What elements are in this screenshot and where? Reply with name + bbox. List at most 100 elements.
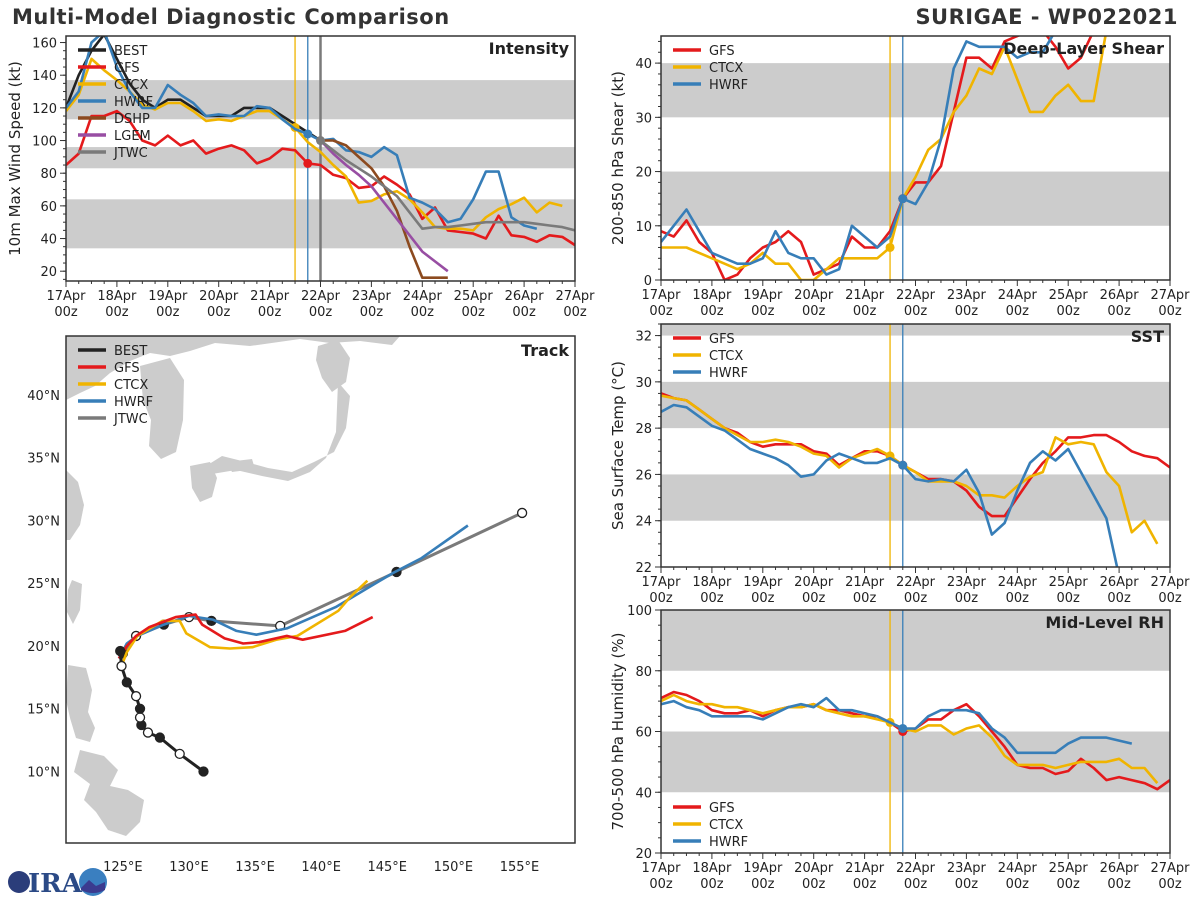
x-tick-label-hour: 00z — [207, 305, 231, 320]
series-line-ctcx — [661, 36, 1107, 280]
y-tick-label: 160 — [32, 37, 57, 52]
lat-tick-label: 30°N — [27, 514, 60, 529]
y-tick-label: 40 — [635, 57, 652, 72]
y-tick-label: 20 — [635, 166, 652, 181]
x-tick-label-day: 27Apr — [1150, 288, 1190, 303]
x-tick-label-hour: 00z — [1107, 877, 1131, 892]
x-tick-label-day: 26Apr — [1100, 575, 1140, 590]
lon-tick-label: 145°E — [367, 860, 407, 875]
y-tick-label: 20 — [40, 265, 57, 280]
x-tick-label-day: 20Apr — [199, 289, 239, 304]
x-tick-label-day: 25Apr — [1049, 861, 1089, 876]
x-tick-label-day: 19Apr — [743, 575, 783, 590]
land-kyushu — [190, 462, 217, 502]
legend-label-ctcx: CTCX — [114, 78, 148, 93]
x-tick-label-day: 17Apr — [641, 861, 681, 876]
x-tick-label-hour: 00z — [904, 591, 928, 606]
x-tick-label-day: 19Apr — [743, 288, 783, 303]
y-tick-label: 24 — [635, 515, 652, 530]
x-tick-label-day: 23Apr — [947, 288, 987, 303]
legend-label-dshp: DSHP — [114, 112, 150, 127]
x-tick-label-hour: 00z — [1057, 591, 1081, 606]
x-tick-label-day: 18Apr — [692, 861, 732, 876]
series-line-hwrf — [661, 36, 1054, 276]
series-line-gfs — [66, 109, 575, 247]
init-marker-hwrf — [303, 129, 313, 139]
legend-label-jtwc: JTWC — [113, 146, 148, 161]
series-line-gfs — [661, 36, 1093, 280]
x-tick-label-hour: 00z — [309, 305, 333, 320]
legend-label-hwrf: HWRF — [114, 395, 153, 410]
series-line-hwrf — [661, 696, 1133, 755]
track-panel-title: Track — [521, 341, 569, 360]
x-tick-label-hour: 00z — [156, 305, 180, 320]
x-tick-label-hour: 00z — [1006, 591, 1030, 606]
x-tick-label-hour: 00z — [258, 305, 282, 320]
x-tick-label-day: 27Apr — [555, 289, 595, 304]
x-tick-label-day: 17Apr — [641, 575, 681, 590]
threshold-band — [661, 171, 1170, 226]
legend-label-gfs: GFS — [709, 332, 735, 347]
lat-tick-label: 20°N — [27, 640, 60, 655]
lon-tick-label: 155°E — [500, 860, 540, 875]
init-marker-ctcx — [885, 242, 895, 252]
track-point-best — [134, 703, 146, 714]
land-hokkaido — [316, 340, 350, 392]
rh-y-axis-label: 700-500 hPa Humidity (%) — [609, 632, 627, 830]
y-tick-label: 0 — [644, 274, 652, 289]
x-tick-label-hour: 00z — [751, 591, 775, 606]
intensity-plot-area — [66, 36, 575, 281]
lon-tick-label: 135°E — [235, 860, 275, 875]
land-taiwan — [67, 580, 82, 624]
land-shikoku — [227, 459, 255, 472]
y-tick-label: 120 — [32, 102, 57, 117]
legend-label-jtwc: JTWC — [113, 412, 148, 427]
x-tick-label-day: 23Apr — [352, 289, 392, 304]
x-tick-label-hour: 00z — [904, 877, 928, 892]
x-tick-label-hour: 00z — [802, 304, 826, 319]
x-tick-label-day: 18Apr — [692, 288, 732, 303]
x-tick-label-hour: 00z — [649, 591, 673, 606]
lat-tick-label: 10°N — [27, 765, 60, 780]
x-tick-label-hour: 00z — [955, 591, 979, 606]
legend-label-best: BEST — [114, 44, 147, 59]
x-tick-label-hour: 00z — [1057, 304, 1081, 319]
land-china-coast — [66, 470, 84, 540]
x-tick-label-hour: 00z — [802, 591, 826, 606]
x-tick-label-hour: 00z — [853, 304, 877, 319]
track-point-jtwc — [516, 507, 528, 519]
x-tick-label-day: 26Apr — [505, 289, 545, 304]
x-tick-label-day: 20Apr — [794, 861, 834, 876]
x-tick-label-day: 22Apr — [896, 575, 936, 590]
page-title: Multi-Model Diagnostic Comparison — [12, 5, 450, 29]
y-tick-label: 40 — [635, 786, 652, 801]
y-tick-label: 22 — [635, 561, 652, 576]
land-korea — [140, 358, 184, 459]
x-tick-label-day: 17Apr — [46, 289, 86, 304]
lat-tick-label: 40°N — [27, 389, 60, 404]
init-marker-hwrf — [898, 194, 908, 204]
legend-label-ctcx: CTCX — [114, 378, 148, 393]
track-point-best — [142, 727, 154, 738]
lat-tick-label: 25°N — [27, 577, 60, 592]
sst-y-axis-label: Sea Surface Temp (°C) — [609, 361, 627, 530]
series-line-lgem — [319, 139, 449, 273]
x-tick-label-day: 21Apr — [845, 575, 885, 590]
track-point-best — [115, 645, 126, 657]
x-tick-label-hour: 00z — [1006, 304, 1030, 319]
x-tick-label-hour: 00z — [955, 304, 979, 319]
y-tick-label: 30 — [635, 111, 652, 126]
x-tick-label-hour: 00z — [1057, 877, 1081, 892]
x-tick-label-day: 26Apr — [1100, 861, 1140, 876]
legend-label-ctcx: CTCX — [709, 61, 743, 76]
land-honshu — [200, 382, 350, 481]
legend-label-ctcx: CTCX — [709, 349, 743, 364]
init-marker-jtwc — [316, 136, 325, 146]
threshold-band — [661, 324, 1170, 336]
x-tick-label-hour: 00z — [105, 305, 129, 320]
track-point-best — [116, 660, 127, 672]
legend-label-hwrf: HWRF — [114, 95, 153, 110]
legend-label-gfs: GFS — [114, 61, 140, 76]
track-point-best — [174, 748, 185, 760]
series-line-ctcx — [661, 693, 1159, 784]
